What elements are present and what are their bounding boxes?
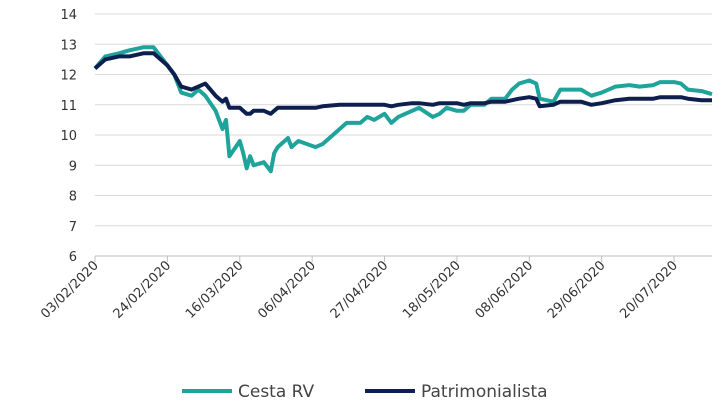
y-tick-label: 11	[60, 99, 77, 114]
y-tick-label: 10	[60, 129, 77, 144]
x-tick-label: 16/03/2020	[183, 258, 247, 322]
legend-label: Patrimonialista	[421, 382, 548, 402]
x-tick-label: 08/06/2020	[473, 258, 537, 322]
series-line	[93, 45, 713, 174]
x-tick-label: 27/04/2020	[328, 258, 392, 322]
y-tick-label: 8	[69, 190, 77, 205]
x-tick-label: 29/06/2020	[545, 258, 609, 322]
x-tick-label: 03/02/2020	[38, 258, 102, 322]
y-tick-label: 6	[69, 250, 77, 265]
y-tick-label: 9	[69, 159, 77, 174]
y-tick-label: 7	[69, 220, 77, 235]
legend-label: Cesta RV	[238, 382, 315, 402]
y-tick-label: 13	[60, 38, 77, 53]
x-tick-label: 06/04/2020	[255, 258, 319, 322]
x-tick-label: 18/05/2020	[400, 258, 464, 322]
series-line	[93, 51, 712, 116]
x-tick-label: 24/02/2020	[111, 258, 175, 322]
y-tick-label: 12	[60, 69, 77, 84]
x-tick-label: 20/07/2020	[617, 258, 681, 322]
y-tick-label: 14	[60, 8, 77, 23]
